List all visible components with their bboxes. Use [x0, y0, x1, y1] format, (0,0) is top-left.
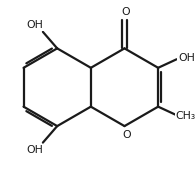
- Text: O: O: [122, 130, 131, 140]
- Text: OH: OH: [26, 20, 43, 30]
- Text: OH: OH: [178, 53, 195, 63]
- Text: OH: OH: [26, 145, 43, 155]
- Text: CH₃: CH₃: [176, 111, 196, 121]
- Text: O: O: [121, 7, 130, 17]
